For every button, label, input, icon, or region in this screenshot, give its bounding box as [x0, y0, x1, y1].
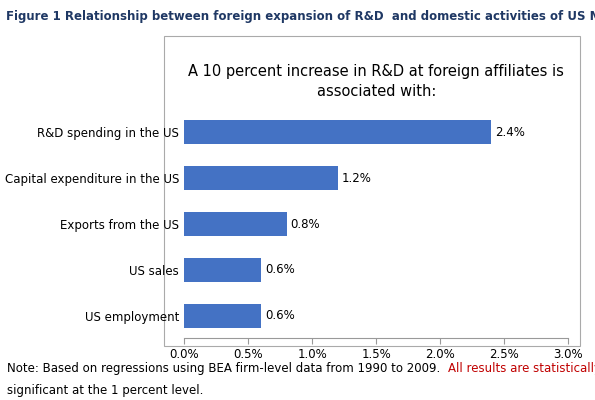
Text: 1.2%: 1.2%	[342, 172, 372, 185]
Text: 0.6%: 0.6%	[265, 263, 295, 276]
Title: A 10 percent increase in R&D at foreign affiliates is
associated with:: A 10 percent increase in R&D at foreign …	[189, 64, 564, 99]
Text: significant at the 1 percent level.: significant at the 1 percent level.	[7, 384, 203, 397]
Bar	[184, 120, 491, 144]
Bar	[184, 212, 287, 236]
Bar	[184, 304, 261, 328]
Text: 2.4%: 2.4%	[495, 126, 525, 139]
Text: 0.8%: 0.8%	[290, 218, 320, 230]
Text: Note: Based on regressions using BEA firm-level data from 1990 to 2009.: Note: Based on regressions using BEA fir…	[7, 362, 448, 375]
Bar	[184, 166, 338, 190]
Text: All results are statistically: All results are statistically	[448, 362, 595, 375]
Bar	[184, 258, 261, 282]
Text: 0.6%: 0.6%	[265, 309, 295, 322]
Text: Figure 1 Relationship between foreign expansion of R&D  and domestic activities : Figure 1 Relationship between foreign ex…	[6, 10, 595, 23]
